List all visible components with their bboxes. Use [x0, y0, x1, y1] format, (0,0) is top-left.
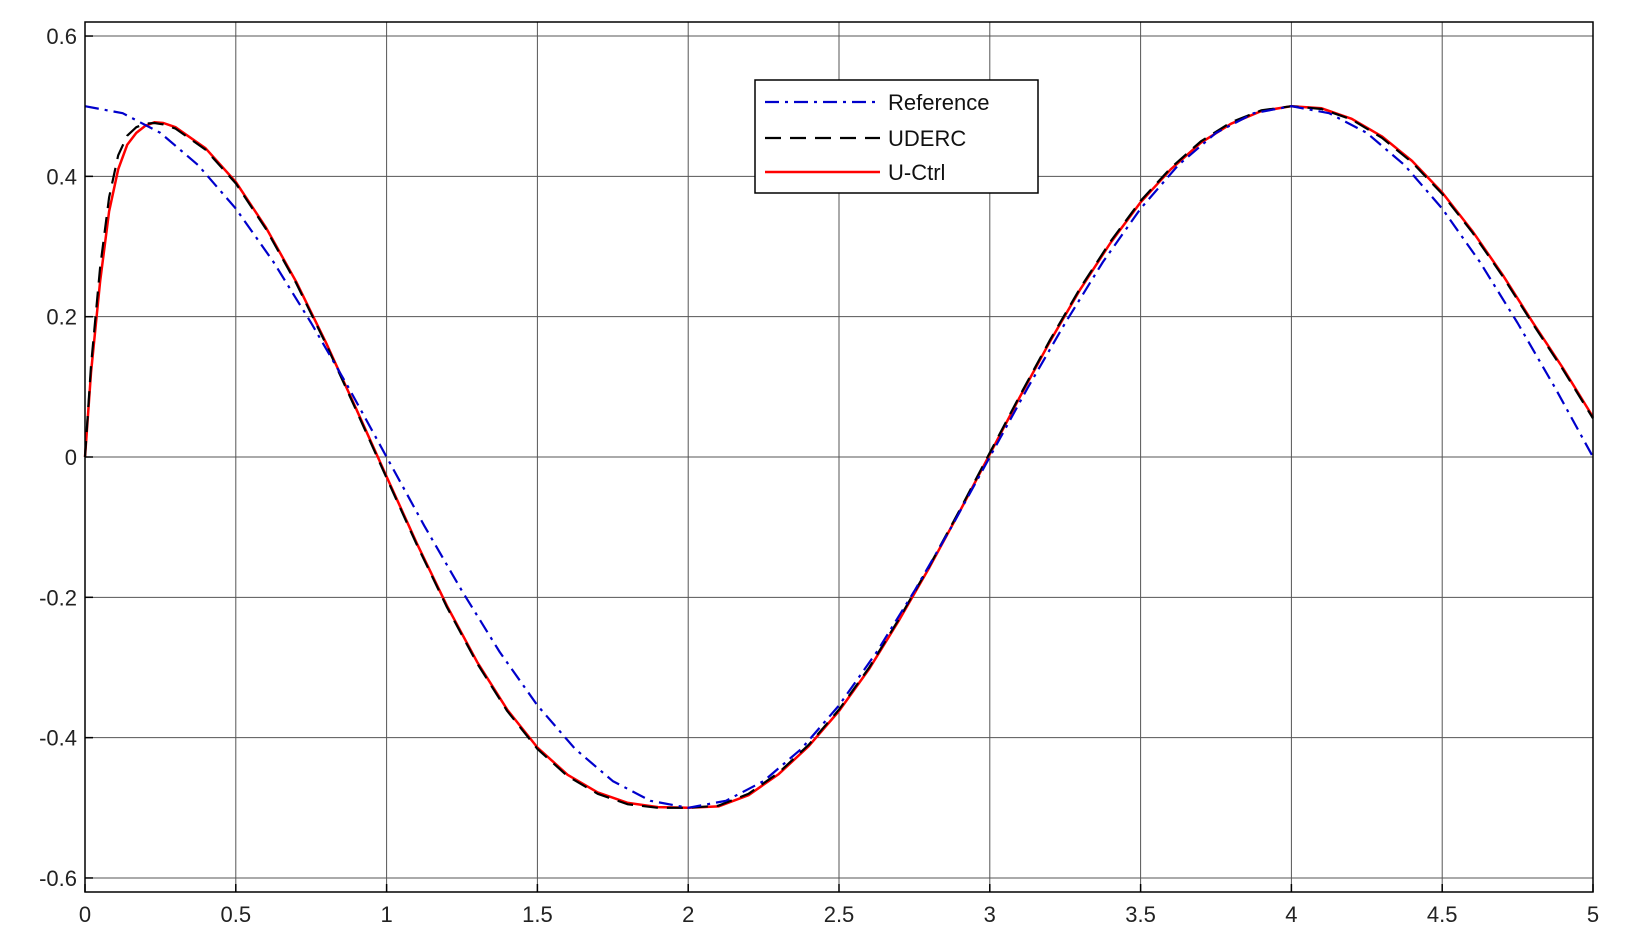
x-tick-label: 4.5	[1427, 902, 1458, 927]
y-tick-label: 0.2	[46, 305, 77, 330]
x-tick-label: 0.5	[221, 902, 252, 927]
y-tick-label: -0.4	[39, 726, 77, 751]
legend-box	[754, 79, 1039, 194]
y-tick-label: -0.2	[39, 585, 77, 610]
x-tick-label: 4	[1285, 902, 1297, 927]
y-tick-label: 0.6	[46, 24, 77, 49]
legend-label-reference: Reference	[888, 90, 990, 115]
axis-ticks: 0 0.5 1 1.5 2 2.5 3 3.5 4 4.5 5 0.6 0.4 0.2 0 -0.2 -0.4 -…	[39, 24, 1599, 927]
legend-label-uderc: UDERC	[888, 126, 966, 151]
x-tick-label: 5	[1587, 902, 1599, 927]
x-tick-label: 3.5	[1125, 902, 1156, 927]
x-tick-label: 2.5	[824, 902, 855, 927]
x-tick-label: 2	[682, 902, 694, 927]
series-line-u-ctrl	[83, 104, 1595, 810]
y-tick-label: 0	[65, 445, 77, 470]
x-tick-label: 1.5	[522, 902, 553, 927]
series-lines	[83, 104, 1595, 810]
x-tick-label: 1	[380, 902, 392, 927]
x-tick-label: 0	[79, 902, 91, 927]
legend: Reference UDERC U-Ctrl	[754, 79, 1039, 194]
y-tick-label: -0.6	[39, 866, 77, 891]
x-tick-label: 3	[984, 902, 996, 927]
y-tick-label: 0.4	[46, 164, 77, 189]
legend-label-u-ctrl: U-Ctrl	[888, 160, 945, 185]
